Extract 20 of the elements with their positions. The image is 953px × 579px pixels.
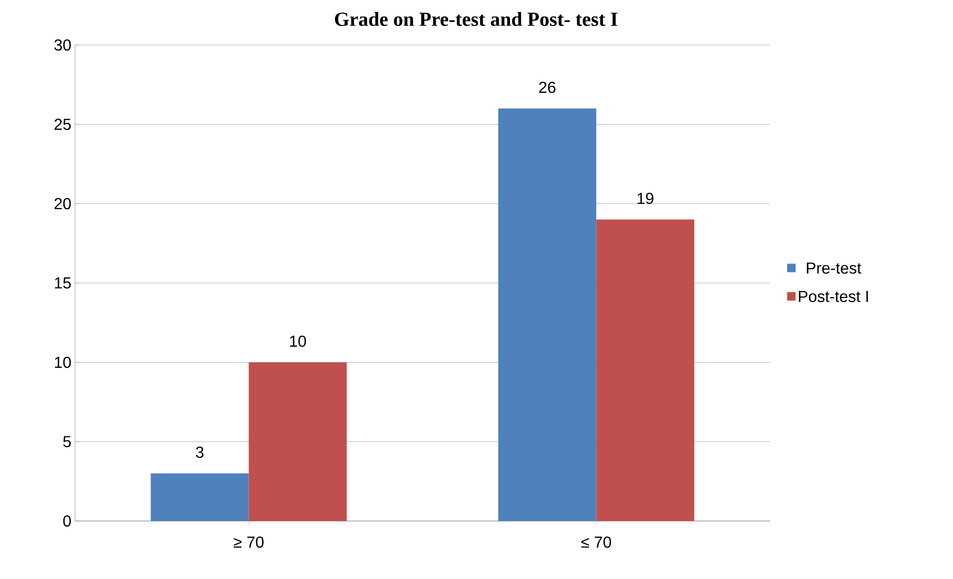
data-label: 10 [290, 336, 306, 347]
y-tick-label: 5 [63, 436, 71, 448]
legend-label: Pre-test [806, 262, 862, 274]
bar [498, 108, 596, 521]
y-tick-label: 30 [54, 39, 71, 51]
y-tick-label: 15 [54, 277, 71, 289]
y-tick-label: 25 [54, 118, 71, 130]
data-label: 26 [539, 82, 556, 93]
bar [596, 220, 694, 521]
data-label: 19 [638, 192, 654, 204]
bar [150, 473, 249, 521]
data-label: 3 [196, 446, 204, 458]
y-tick-label: 10 [54, 356, 71, 368]
chart-title: Grade on Pre-test and Post- test I [334, 12, 618, 26]
legend-label: Post-test I [798, 290, 868, 302]
x-tick-label: ≤ 70 [581, 536, 612, 548]
y-tick-label: 0 [63, 515, 71, 527]
y-tick-label: 20 [54, 198, 71, 210]
x-tick-label: ≥ 70 [234, 536, 264, 548]
bar [248, 362, 347, 521]
